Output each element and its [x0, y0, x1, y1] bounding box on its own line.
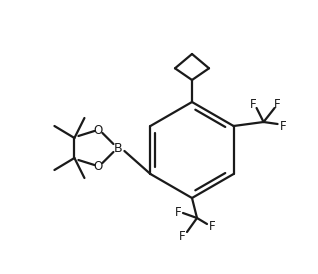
Text: F: F [175, 206, 181, 218]
Text: F: F [209, 219, 215, 233]
Text: F: F [179, 230, 185, 242]
Text: F: F [274, 98, 281, 110]
Text: F: F [280, 119, 287, 133]
Text: O: O [94, 124, 103, 136]
Text: O: O [94, 159, 103, 173]
Text: F: F [250, 98, 257, 110]
Text: B: B [114, 141, 123, 155]
